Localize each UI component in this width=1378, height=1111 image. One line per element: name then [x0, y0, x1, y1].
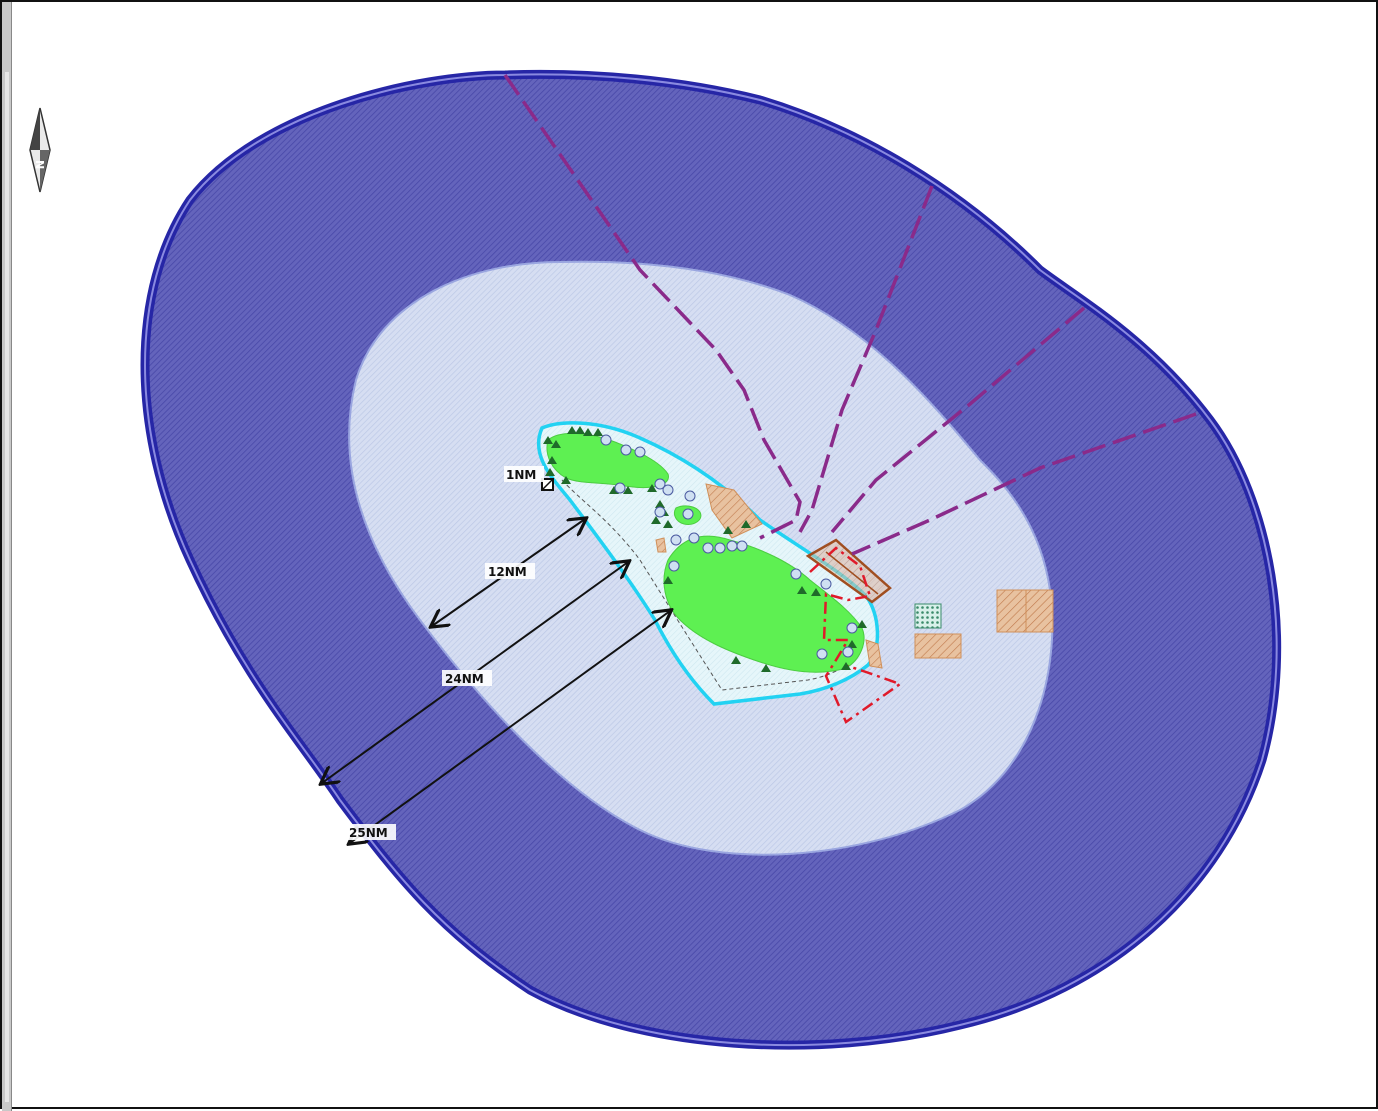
one-nm-marker [541, 478, 554, 491]
svg-text:1NM: 1NM [506, 468, 536, 482]
label-25nm: 25NM [346, 824, 396, 840]
label-12nm: 12NM [485, 563, 535, 579]
harbour-symbols [600, 434, 858, 660]
anchorage-area-east-1[interactable] [914, 633, 962, 659]
north-arrow-icon: N [29, 107, 51, 193]
svg-text:N: N [33, 160, 46, 169]
label-1nm: 1NM [504, 466, 544, 482]
svg-text:24NM: 24NM [445, 672, 484, 686]
shipping-route-northeast-1[interactable] [798, 185, 934, 533]
distance-arrow-25nm [350, 611, 670, 843]
shipping-route-east[interactable] [851, 412, 1197, 556]
svg-text:25NM: 25NM [349, 826, 388, 840]
left-edge-bar [2, 2, 12, 1111]
reef-area[interactable] [914, 603, 942, 629]
anchorage-area-east-2[interactable] [996, 589, 1054, 633]
shipping-route-north[interactable] [503, 74, 802, 540]
shipping-route-northeast-2[interactable] [830, 306, 1086, 534]
label-24nm: 24NM [442, 670, 492, 686]
anchorage-area-small[interactable] [655, 537, 667, 553]
anchorage-area-southeast[interactable] [865, 639, 883, 669]
svg-text:12NM: 12NM [488, 565, 527, 579]
restricted-area-line[interactable] [809, 546, 903, 724]
vegetation-markers [543, 426, 867, 672]
